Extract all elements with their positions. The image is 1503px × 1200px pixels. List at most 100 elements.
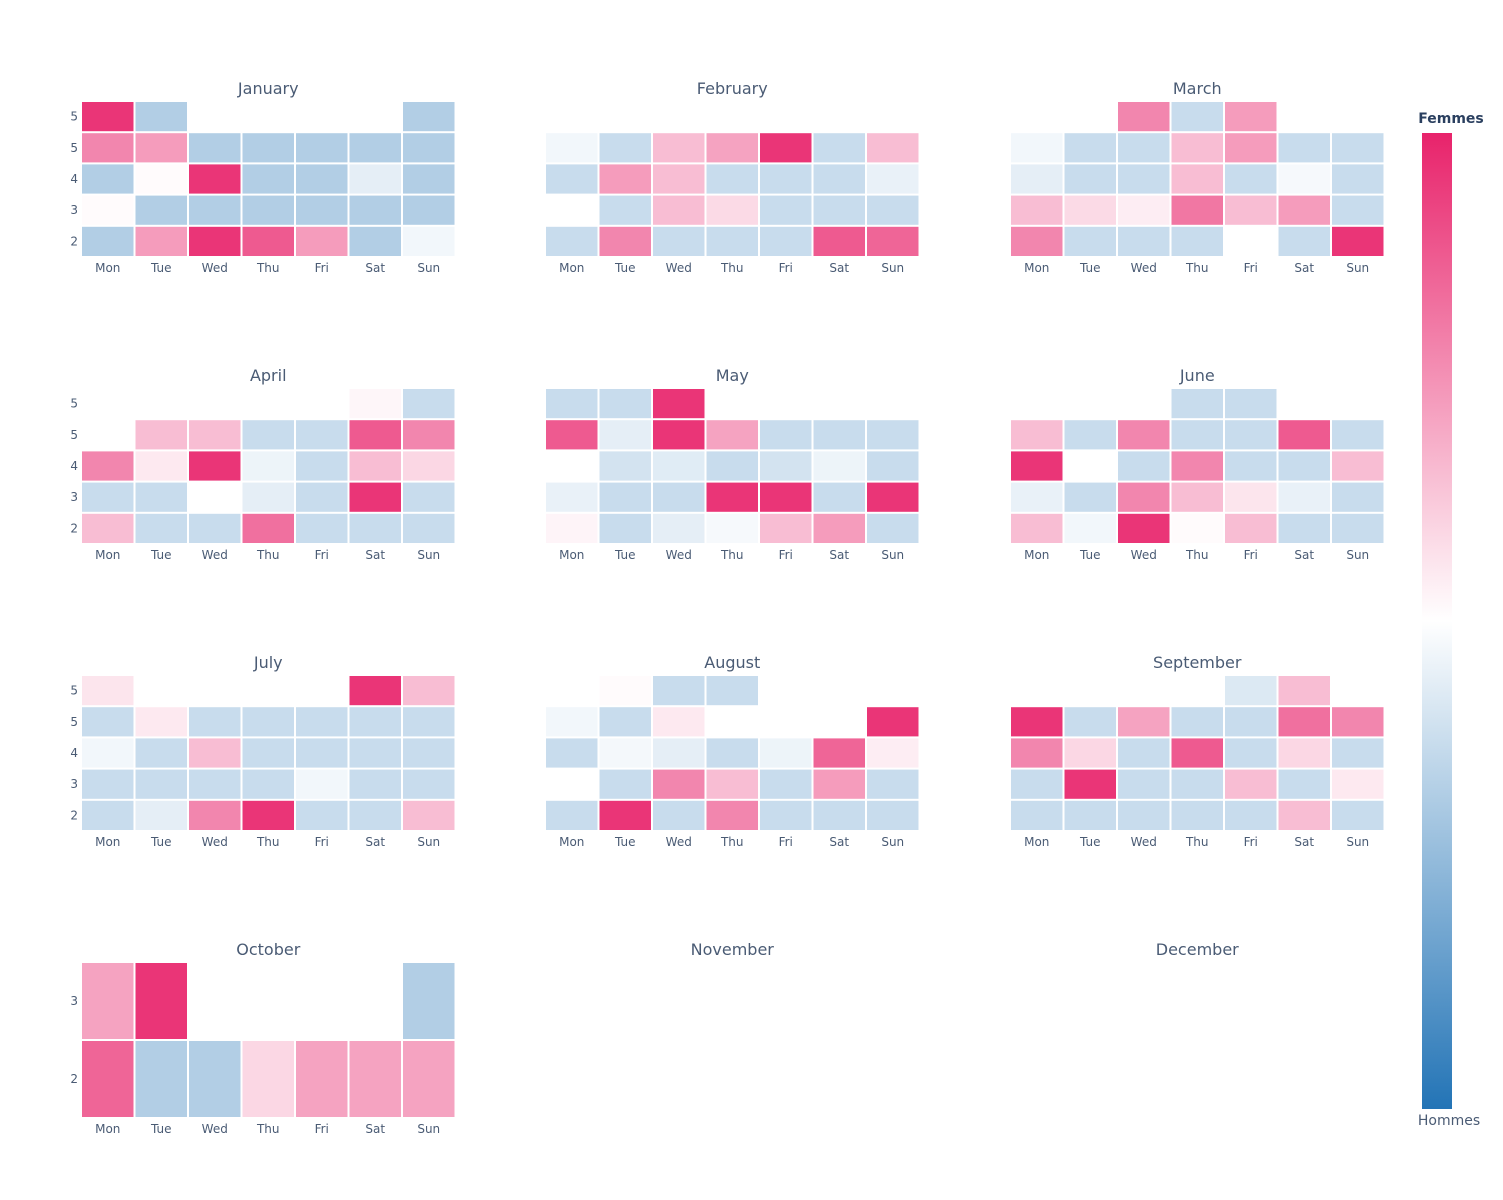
heatmap-cell — [296, 226, 348, 256]
heatmap-cell — [403, 513, 455, 543]
month-panel-march: March Mon Tue Wed Thu Fri Sat Sun — [1011, 79, 1384, 275]
x-tick-label: Sun — [417, 548, 440, 562]
month-title: July — [253, 653, 283, 672]
x-tick-label: Sun — [1346, 261, 1369, 275]
x-tick-label: Sat — [1294, 548, 1314, 562]
heatmap-cell — [1011, 226, 1063, 256]
heatmap-cell — [1171, 707, 1223, 737]
y-tick-label: 4 — [70, 459, 78, 473]
heatmap-cell — [1225, 102, 1277, 132]
heatmap-cell — [813, 226, 865, 256]
heatmap-cell — [546, 420, 598, 450]
heatmap-cell — [653, 676, 705, 706]
heatmap-cell — [1278, 226, 1330, 256]
heatmap-cell — [653, 226, 705, 256]
x-tick-label: Sun — [881, 261, 904, 275]
heatmap-cell — [189, 451, 241, 481]
heatmap-cell — [1064, 133, 1116, 163]
heatmap-cell — [349, 226, 401, 256]
month-title: March — [1173, 79, 1222, 98]
heatmap-cell — [760, 769, 812, 799]
heatmap-cell — [599, 769, 651, 799]
x-tick-label: Mon — [1024, 548, 1049, 562]
heatmap-cell — [349, 389, 401, 419]
x-tick-label: Wed — [1131, 548, 1157, 562]
heatmap-cell — [296, 195, 348, 225]
heatmap-cell — [1225, 133, 1277, 163]
heatmap-cell — [1011, 420, 1063, 450]
heatmap-cell — [403, 195, 455, 225]
heatmap-cell — [546, 482, 598, 512]
heatmap-cell — [1225, 769, 1277, 799]
heatmap-cell — [706, 195, 758, 225]
month-panel-july: July 5 5 4 3 2 Mon Tue Wed Thu Fri Sat Sun — [70, 653, 455, 849]
heatmap-cell — [349, 195, 401, 225]
x-tick-label: Sun — [881, 835, 904, 849]
heatmap-cell — [82, 133, 134, 163]
heatmap-cell — [1332, 133, 1384, 163]
x-tick-label: Thu — [720, 835, 744, 849]
heatmap-cell — [403, 102, 455, 132]
heatmap-cell — [349, 482, 401, 512]
colorbar-bottom-label: Hommes — [1418, 1113, 1480, 1129]
x-tick-label: Thu — [256, 1122, 280, 1136]
heatmap-cell — [867, 513, 919, 543]
heatmap-cell — [1171, 482, 1223, 512]
heatmap-cell — [135, 164, 187, 194]
x-tick-label: Tue — [1079, 835, 1101, 849]
heatmap-cell — [813, 164, 865, 194]
x-tick-label: Sat — [365, 261, 385, 275]
heatmap-cell — [82, 963, 134, 1039]
heatmap-cell — [1171, 389, 1223, 419]
heatmap-cell — [1171, 451, 1223, 481]
heatmap-cell — [82, 738, 134, 768]
x-tick-label: Sun — [1346, 835, 1369, 849]
heatmap-cell — [653, 482, 705, 512]
heatmap-cell — [349, 769, 401, 799]
heatmap-cell — [1011, 707, 1063, 737]
x-tick-label: Mon — [559, 835, 584, 849]
x-tick-label: Wed — [202, 548, 228, 562]
x-tick-label: Tue — [614, 261, 636, 275]
heatmap-cell — [135, 738, 187, 768]
heatmap-cell — [296, 164, 348, 194]
heatmap-cell — [82, 226, 134, 256]
heatmap-cell — [349, 800, 401, 830]
x-tick-label: Sun — [1346, 548, 1369, 562]
heatmap-cell — [706, 133, 758, 163]
heatmap-cell — [349, 676, 401, 706]
heatmap-cell — [1171, 420, 1223, 450]
heatmap-cell — [403, 676, 455, 706]
x-tick-label: Sat — [1294, 261, 1314, 275]
heatmap-cell — [189, 195, 241, 225]
heatmap-cell — [653, 769, 705, 799]
heatmap-cell — [135, 707, 187, 737]
heatmap-cell — [296, 800, 348, 830]
heatmap-cell — [242, 133, 294, 163]
heatmap-cell — [82, 800, 134, 830]
heatmap-cell — [403, 226, 455, 256]
x-tick-label: Fri — [779, 548, 793, 562]
heatmap-cell — [242, 800, 294, 830]
month-panel-may: May Mon Tue Wed Thu Fri Sat Sun — [546, 366, 919, 562]
heatmap-cell — [242, 769, 294, 799]
heatmap-cell — [813, 800, 865, 830]
heatmap-cell — [1225, 676, 1277, 706]
heatmap-cell — [813, 195, 865, 225]
x-tick-label: Thu — [720, 548, 744, 562]
x-tick-label: Tue — [150, 835, 172, 849]
x-tick-label: Mon — [95, 548, 120, 562]
heatmap-cell — [349, 133, 401, 163]
heatmap-cell — [349, 164, 401, 194]
x-tick-label: Mon — [95, 261, 120, 275]
heatmap-cell — [135, 769, 187, 799]
heatmap-cell — [1011, 800, 1063, 830]
heatmap-cell — [599, 133, 651, 163]
heatmap-cell — [653, 738, 705, 768]
heatmap-cell — [1225, 707, 1277, 737]
heatmap-cell — [242, 1041, 294, 1117]
heatmap-cell — [813, 451, 865, 481]
heatmap-cell — [189, 738, 241, 768]
x-tick-label: Fri — [315, 1122, 329, 1136]
heatmap-cell — [599, 164, 651, 194]
